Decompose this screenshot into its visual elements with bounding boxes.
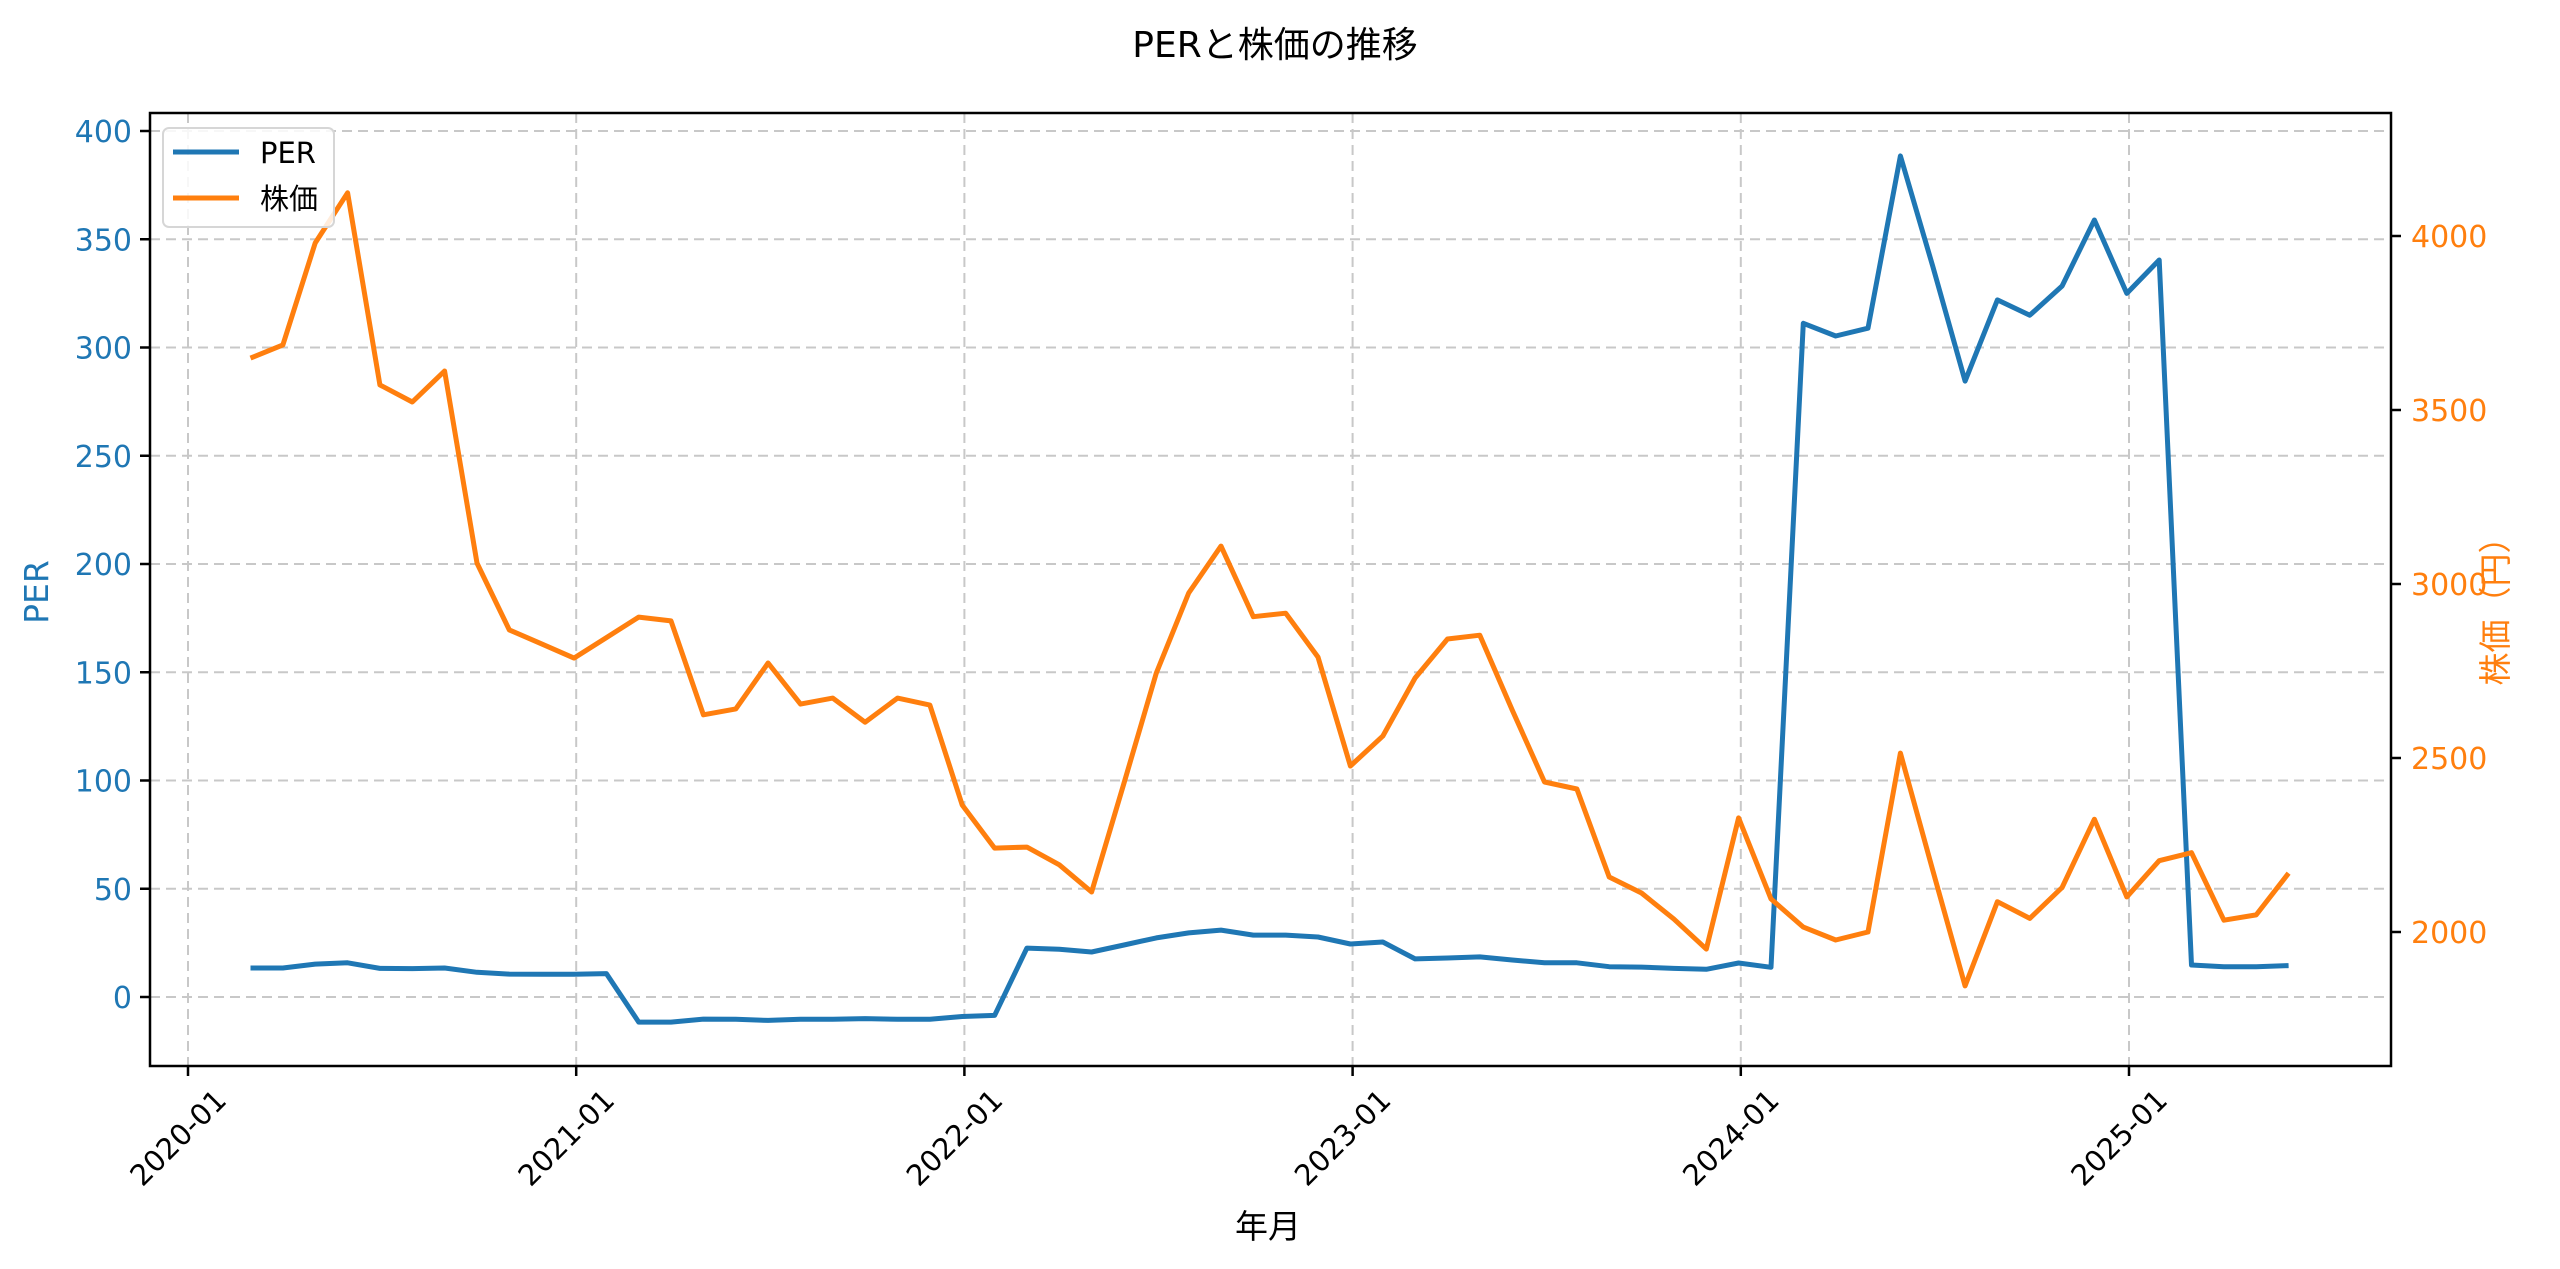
y-tick-label-left: 350 (75, 223, 132, 258)
x-tick-label: 2021-01 (511, 1083, 621, 1193)
y-tick-label-right: 2500 (2411, 742, 2487, 777)
plot-lines (249, 153, 2291, 1025)
x-tick-label: 2023-01 (1288, 1083, 1398, 1193)
y-tick-label-left: 400 (75, 115, 132, 150)
legend-label-price: 株価 (260, 182, 318, 216)
chart-title: PERと株価の推移 (1132, 25, 1417, 66)
x-tick-label: 2024-01 (1676, 1083, 1786, 1193)
y-tick-label-left: 300 (75, 332, 132, 367)
left-y-axis: 0 50 100 150 200 250 300 350 400 (75, 115, 150, 1016)
x-tick-label: 2020-01 (123, 1083, 233, 1193)
y-tick-label-right: 3500 (2411, 394, 2487, 429)
gridlines (150, 113, 2391, 1066)
x-tick-label: 2025-01 (2064, 1083, 2174, 1193)
y-tick-label-left: 100 (75, 765, 132, 800)
y-tick-label-left: 200 (75, 548, 132, 583)
y-tick-label-left: 250 (75, 440, 132, 475)
x-tick-label: 2022-01 (900, 1083, 1010, 1193)
y-tick-label-right: 4000 (2411, 220, 2487, 255)
y-tick-label-right: 2000 (2411, 916, 2487, 951)
price-line (249, 190, 2291, 989)
y-tick-label-left: 0 (113, 981, 132, 1016)
y-axis-label-left: PER (17, 560, 56, 624)
y-tick-label-left: 150 (75, 656, 132, 691)
x-axis-label: 年月 (1235, 1207, 1301, 1246)
y-tick-label-right: 3000 (2411, 568, 2487, 603)
legend: PER 株価 (162, 127, 335, 228)
legend-label-per: PER (260, 136, 316, 170)
y-axis-label-right: 株価（円） (2476, 521, 2515, 686)
plot-frame (148, 111, 2393, 1068)
y-tick-label-left: 50 (94, 873, 132, 908)
right-y-axis: 2000 2500 3000 3500 4000 (2391, 220, 2487, 951)
x-axis: 2020-01 2021-01 2022-01 2023-01 2024-01 2025-… (123, 1066, 2174, 1193)
per-line (250, 153, 2289, 1025)
